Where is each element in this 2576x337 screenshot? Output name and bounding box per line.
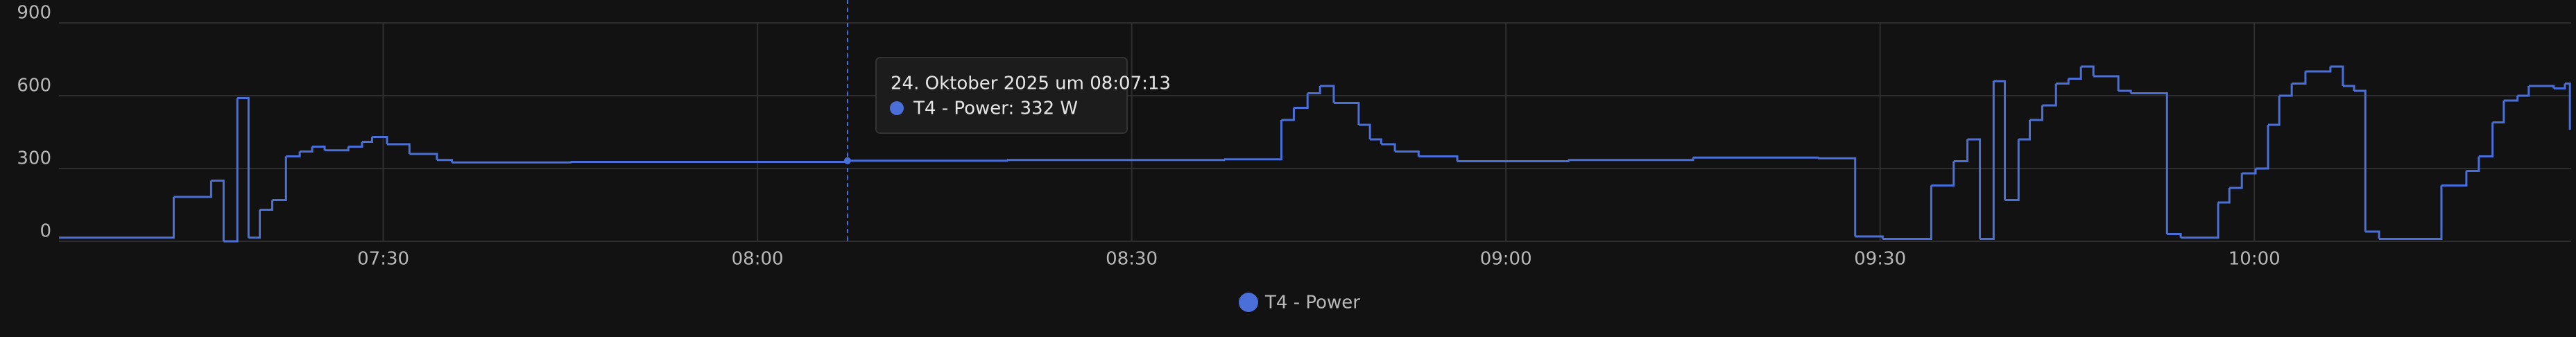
line-step bbox=[248, 209, 261, 239]
line-step bbox=[570, 160, 846, 164]
line-step bbox=[2528, 85, 2555, 89]
line-step bbox=[2256, 125, 2269, 170]
line-step bbox=[1568, 157, 1694, 162]
line-step bbox=[237, 97, 250, 238]
line-step bbox=[325, 146, 350, 152]
line-step bbox=[2365, 230, 2380, 239]
tooltip-marker bbox=[890, 101, 904, 115]
line-step bbox=[2018, 120, 2031, 141]
line-step bbox=[286, 151, 301, 157]
x-tick-label: 10:00 bbox=[2229, 249, 2281, 270]
line-step bbox=[2093, 75, 2120, 91]
legend-marker bbox=[1239, 293, 1258, 312]
line-step bbox=[1457, 159, 1570, 162]
x-tick-label: 08:30 bbox=[1106, 249, 1158, 270]
line-step bbox=[223, 98, 239, 243]
line-step bbox=[1381, 143, 1396, 152]
line-step bbox=[409, 153, 438, 160]
line-step bbox=[2131, 92, 2168, 234]
line-step bbox=[1395, 150, 1420, 157]
line-step bbox=[2056, 78, 2070, 85]
legend-label: T4 - Power bbox=[1264, 293, 1360, 313]
line-step bbox=[2342, 85, 2355, 91]
hover-point bbox=[843, 157, 851, 164]
tooltip-box bbox=[875, 57, 1128, 134]
line-step bbox=[2004, 139, 2020, 201]
line-step bbox=[2042, 83, 2057, 107]
line-step bbox=[1358, 123, 1371, 139]
line-step bbox=[2068, 67, 2082, 80]
line-step bbox=[2218, 188, 2231, 204]
line-step bbox=[2181, 202, 2219, 239]
line-step bbox=[272, 156, 287, 201]
line-step bbox=[2466, 156, 2480, 172]
tooltip-title: 24. Oktober 2025 um 08:07:13 bbox=[891, 74, 1171, 94]
line-step bbox=[845, 159, 1008, 162]
line-step bbox=[1993, 80, 2007, 200]
y-tick-label: 600 bbox=[17, 76, 51, 96]
line-step bbox=[2553, 83, 2566, 89]
line-step bbox=[372, 136, 388, 144]
line-step bbox=[2565, 83, 2571, 130]
line-step bbox=[300, 146, 314, 153]
line-step bbox=[2167, 233, 2182, 238]
line-step bbox=[59, 196, 175, 239]
line-step bbox=[1817, 157, 1857, 236]
line-step bbox=[1281, 107, 1295, 121]
line-step bbox=[2118, 89, 2132, 94]
x-tick-label: 07:30 bbox=[357, 249, 409, 270]
line-step bbox=[1370, 138, 1382, 144]
line-step bbox=[2279, 83, 2293, 97]
line-step bbox=[1882, 185, 1932, 240]
line-step bbox=[1692, 156, 1819, 159]
line-step bbox=[2267, 96, 2281, 126]
line-step bbox=[348, 141, 363, 148]
line-step bbox=[1855, 235, 1884, 239]
y-tick-label: 0 bbox=[40, 221, 51, 242]
line-step bbox=[2330, 65, 2344, 86]
line-step bbox=[362, 137, 373, 143]
line-step bbox=[1294, 93, 1309, 109]
line-step bbox=[2379, 185, 2443, 240]
line-step bbox=[1418, 155, 1459, 162]
line-step bbox=[2292, 71, 2307, 85]
line-step bbox=[2354, 89, 2367, 232]
line-step bbox=[436, 159, 453, 163]
line-step bbox=[386, 143, 411, 154]
line-step bbox=[1307, 86, 1321, 94]
line-step bbox=[2503, 96, 2519, 102]
line-step bbox=[2242, 168, 2257, 175]
line-step bbox=[173, 180, 212, 198]
line-step bbox=[1223, 120, 1282, 161]
line-step bbox=[2492, 101, 2505, 123]
line-step bbox=[2441, 171, 2468, 187]
line-step bbox=[1980, 81, 1995, 240]
line-step bbox=[1333, 102, 1360, 125]
line-step bbox=[2081, 65, 2095, 76]
x-tick-label: 09:00 bbox=[1480, 249, 1532, 270]
line-step bbox=[2229, 173, 2243, 189]
line-step bbox=[312, 146, 326, 150]
line-step bbox=[1967, 138, 1982, 239]
line-step bbox=[211, 180, 225, 241]
line-step bbox=[2029, 105, 2043, 121]
line-step bbox=[2517, 86, 2530, 97]
tooltip-text: T4 - Power: 332 W bbox=[913, 98, 1078, 119]
x-tick-label: 09:30 bbox=[1854, 249, 1906, 270]
y-tick-label: 300 bbox=[17, 148, 51, 169]
line-step bbox=[2305, 67, 2332, 73]
line-step bbox=[1320, 85, 1335, 103]
x-tick-label: 08:00 bbox=[732, 249, 784, 270]
line-step bbox=[452, 161, 572, 164]
line-step bbox=[1953, 139, 1969, 162]
line-step bbox=[259, 200, 274, 211]
line-step bbox=[1931, 161, 1955, 187]
line-step bbox=[1006, 159, 1226, 162]
y-tick-label: 900 bbox=[17, 3, 51, 24]
line-step bbox=[2478, 122, 2494, 157]
